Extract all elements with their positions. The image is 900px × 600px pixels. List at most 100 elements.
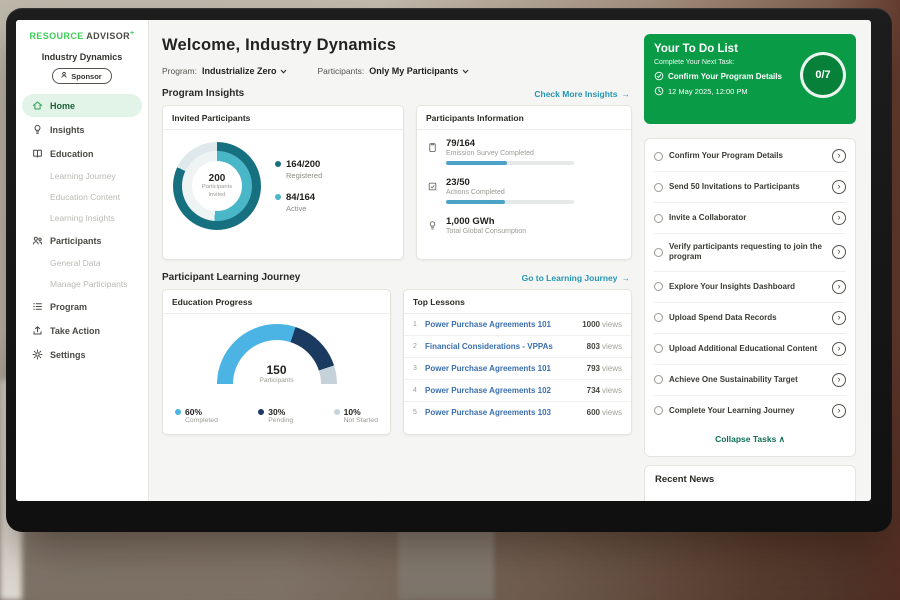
program-filter: Program: Industrialize Zero xyxy=(162,66,287,76)
program-dropdown[interactable]: Industrialize Zero xyxy=(202,66,288,76)
chevron-up-icon: ∧ xyxy=(778,433,785,444)
chevron-right-icon[interactable]: › xyxy=(832,403,846,418)
list-icon xyxy=(32,301,43,312)
task-checkbox[interactable] xyxy=(654,247,663,257)
participants-filter: Participants: Only My Participants xyxy=(317,66,469,76)
sidebar-item-education-content[interactable]: Education Content xyxy=(50,192,120,202)
check-more-insights-link[interactable]: Check More Insights → xyxy=(534,88,631,99)
sidebar-item-home[interactable]: Home xyxy=(22,94,142,117)
learning-journey-title: Participant Learning Journey xyxy=(162,272,301,283)
education-progress-card: Education Progress 150 Participants xyxy=(162,289,391,435)
participants-filter-label: Participants: xyxy=(317,66,365,76)
chevron-right-icon[interactable]: › xyxy=(832,279,846,294)
invited-donut-chart: 200 Participants Invited xyxy=(173,142,261,230)
todo-due-date: 12 May 2025, 12:00 PM xyxy=(668,86,748,96)
task-checkbox[interactable] xyxy=(654,344,663,354)
main-content: Welcome, Industry Dynamics Program: Indu… xyxy=(149,20,644,501)
chevron-right-icon[interactable]: › xyxy=(832,245,846,260)
sidebar-item-learning-insights[interactable]: Learning Insights xyxy=(50,213,115,223)
active-dot xyxy=(275,194,281,200)
gauge-participants-label: Participants xyxy=(259,377,294,384)
not-started-dot xyxy=(333,409,340,415)
invited-participants-card: Invited Participants 200 Participants In… xyxy=(162,105,404,260)
top-lessons-card: Top Lessons 1 Power Purchase Agreements … xyxy=(403,289,632,435)
page-title: Welcome, Industry Dynamics xyxy=(162,36,397,54)
sidebar-item-learning-journey[interactable]: Learning Journey xyxy=(50,171,116,181)
legend-registered: 164/200 Registered xyxy=(275,159,322,180)
lesson-link[interactable]: Financial Considerations - VPPAs xyxy=(425,342,553,351)
actions-completed-progress-bar xyxy=(446,200,574,204)
education-progress-title: Education Progress xyxy=(163,290,390,314)
task-explore-insights[interactable]: Explore Your Insights Dashboard › xyxy=(654,272,846,303)
chevron-right-icon[interactable]: › xyxy=(832,149,846,163)
todo-progress-ring: 0/7 xyxy=(800,52,846,98)
check-circle-icon xyxy=(654,71,664,81)
sidebar-item-participants[interactable]: Participants xyxy=(22,229,142,252)
global-consumption-row: 1,000 GWh Total Global Consumption xyxy=(417,208,631,239)
task-checkbox[interactable] xyxy=(654,282,663,292)
lesson-row: 1 Power Purchase Agreements 101 1000 view… xyxy=(404,314,631,336)
task-checkbox[interactable] xyxy=(654,151,663,161)
chevron-right-icon[interactable]: › xyxy=(832,211,846,225)
sidebar-item-education[interactable]: Education xyxy=(22,142,142,165)
dashboard-screen: RESOURCE ADVISOR+ Industry Dynamics Spon… xyxy=(16,20,871,501)
task-checkbox[interactable] xyxy=(654,213,663,223)
sidebar-item-manage-participants[interactable]: Manage Participants xyxy=(50,279,128,289)
task-upload-spend-data[interactable]: Upload Spend Data Records › xyxy=(654,303,846,334)
lesson-link[interactable]: Power Purchase Agreements 101 xyxy=(425,320,551,329)
legend-completed: 60% Completed xyxy=(175,407,218,424)
sidebar-item-general-data[interactable]: General Data xyxy=(50,258,101,268)
todo-task-list: Confirm Your Program Details › Send 50 I… xyxy=(644,138,856,457)
task-confirm-program-details[interactable]: Confirm Your Program Details › xyxy=(654,141,846,172)
task-checkbox[interactable] xyxy=(654,375,663,385)
chevron-right-icon[interactable]: › xyxy=(832,341,846,356)
sponsor-label: Sponsor xyxy=(71,71,102,81)
arrow-right-icon: → xyxy=(621,272,631,283)
todo-next-task: Confirm Your Program Details xyxy=(668,71,782,81)
monitor-stand xyxy=(398,528,494,600)
task-complete-learning-journey[interactable]: Complete Your Learning Journey › xyxy=(654,396,846,426)
task-checkbox[interactable] xyxy=(654,182,663,192)
program-insights-header: Program Insights Check More Insights → xyxy=(162,88,630,99)
lesson-link[interactable]: Power Purchase Agreements 101 xyxy=(425,364,551,373)
chevron-right-icon[interactable]: › xyxy=(832,372,846,387)
collapse-tasks-link[interactable]: Collapse Tasks ∧ xyxy=(715,433,785,444)
org-name: Industry Dynamics xyxy=(41,52,123,62)
people-icon xyxy=(32,235,43,246)
lesson-link[interactable]: Power Purchase Agreements 103 xyxy=(425,408,551,417)
actions-completed-row: 23/50 Actions Completed xyxy=(417,169,631,208)
learning-cards-row: Education Progress 150 Participants xyxy=(162,289,632,435)
task-verify-participants[interactable]: Verify participants requesting to join t… xyxy=(654,234,846,272)
participants-dropdown[interactable]: Only My Participants xyxy=(369,66,469,76)
recent-news-header: Recent News xyxy=(644,464,856,501)
sidebar-item-take-action[interactable]: Take Action xyxy=(22,319,142,342)
lesson-link[interactable]: Power Purchase Agreements 102 xyxy=(425,386,551,395)
task-checkbox[interactable] xyxy=(654,406,663,416)
chevron-down-icon xyxy=(462,66,469,76)
chevron-down-icon xyxy=(280,66,287,76)
clock-icon xyxy=(654,86,664,96)
lesson-row: 2 Financial Considerations - VPPAs 803 vi… xyxy=(404,336,631,358)
participants-information-title: Participants Information xyxy=(417,106,631,130)
task-achieve-sustainability-target[interactable]: Achieve One Sustainability Target › xyxy=(654,365,846,396)
invited-total: 200 xyxy=(208,173,226,185)
chevron-right-icon[interactable]: › xyxy=(832,180,846,194)
education-legend: 60% Completed 30% Pending xyxy=(163,397,390,434)
chevron-right-icon[interactable]: › xyxy=(832,310,846,325)
sidebar-item-insights[interactable]: Insights xyxy=(22,118,142,141)
arrow-right-icon: → xyxy=(621,88,631,99)
education-gauge-chart: 150 Participants xyxy=(216,324,337,384)
emission-survey-row: 79/164 Emission Survey Completed xyxy=(417,130,631,169)
program-filter-label: Program: xyxy=(162,66,197,76)
task-invite-collaborator[interactable]: Invite a Collaborator › xyxy=(654,203,846,234)
emission-survey-progress-bar xyxy=(446,161,574,165)
task-checkbox[interactable] xyxy=(654,313,663,323)
checklist-icon xyxy=(427,179,438,191)
sidebar: RESOURCE ADVISOR+ Industry Dynamics Spon… xyxy=(16,20,149,501)
task-send-invitations[interactable]: Send 50 Invitations to Participants › xyxy=(654,172,846,203)
sidebar-item-settings[interactable]: Settings xyxy=(22,343,142,366)
lesson-row: 5 Power Purchase Agreements 103 600 views xyxy=(413,408,622,417)
go-to-learning-journey-link[interactable]: Go to Learning Journey → xyxy=(521,272,631,283)
task-upload-educational-content[interactable]: Upload Additional Educational Content › xyxy=(654,334,846,365)
sidebar-item-program[interactable]: Program xyxy=(22,295,142,318)
